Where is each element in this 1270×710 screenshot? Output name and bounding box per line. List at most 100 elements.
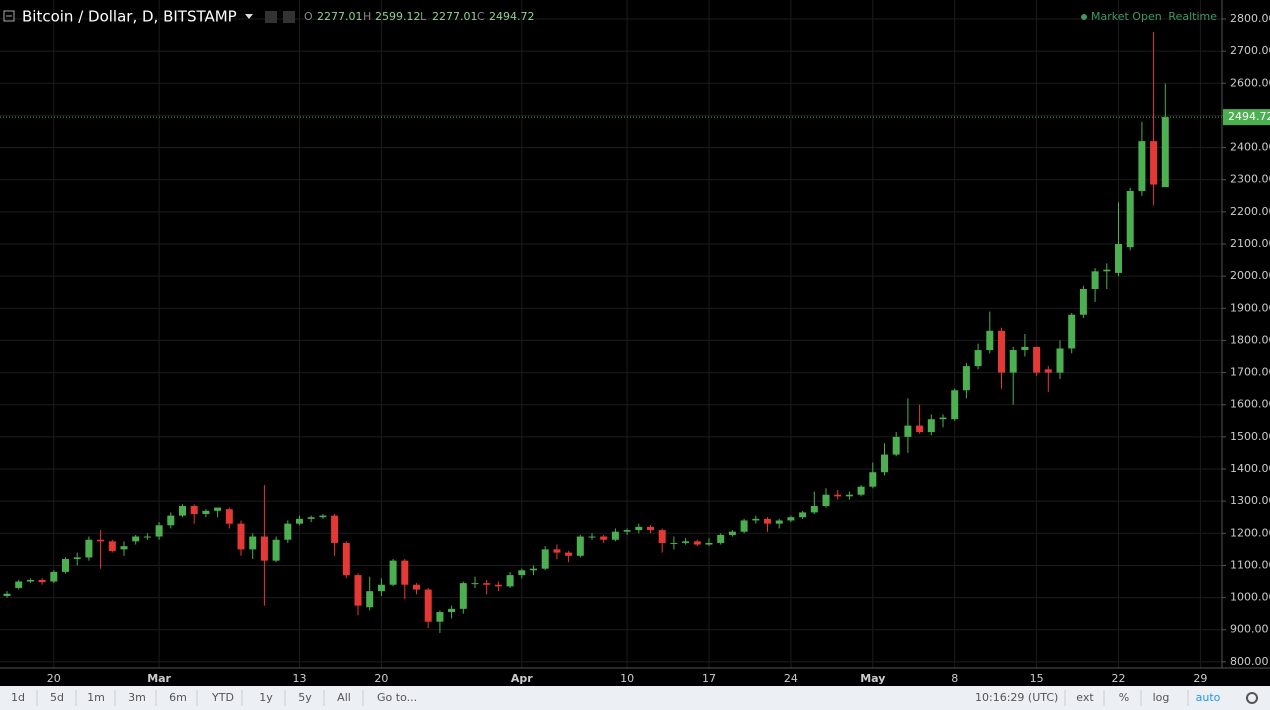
feed-status: Realtime bbox=[1168, 10, 1217, 23]
range-button[interactable]: 1y bbox=[259, 691, 273, 704]
candle-body bbox=[951, 390, 959, 420]
candle-body bbox=[530, 568, 537, 571]
x-tick-label: 24 bbox=[784, 672, 798, 685]
plot bbox=[0, 31, 1222, 633]
candle-body bbox=[342, 542, 350, 576]
scale-option[interactable]: log bbox=[1153, 691, 1170, 704]
candle-body bbox=[284, 523, 292, 540]
candle-body bbox=[167, 515, 175, 526]
ohlc-value: 2277.01 bbox=[317, 10, 363, 23]
settings-icon[interactable] bbox=[265, 11, 277, 23]
candle-body bbox=[296, 518, 303, 524]
candle-body bbox=[272, 539, 280, 561]
candle-body bbox=[799, 512, 807, 518]
candle-body bbox=[998, 330, 1005, 373]
candle-body bbox=[1138, 141, 1146, 191]
x-tick-label: 17 bbox=[702, 672, 716, 685]
collapse-icon[interactable] bbox=[3, 10, 15, 22]
candle-body bbox=[1056, 348, 1064, 373]
candle-body bbox=[225, 509, 233, 524]
candle-body bbox=[635, 526, 643, 531]
candle-body bbox=[1126, 190, 1134, 248]
y-tick-label: 2200.00 bbox=[1230, 205, 1270, 218]
y-tick-label: 1600.00 bbox=[1230, 398, 1270, 411]
candle-body bbox=[401, 560, 409, 585]
goto-button[interactable]: Go to... bbox=[377, 691, 417, 704]
candle-body bbox=[717, 534, 725, 543]
candle-body bbox=[728, 531, 736, 535]
settings-icon[interactable] bbox=[283, 11, 295, 23]
range-button[interactable]: 5d bbox=[50, 691, 64, 704]
candle-body bbox=[50, 571, 58, 582]
y-tick-label: 1200.00 bbox=[1230, 526, 1270, 539]
range-button[interactable]: 1m bbox=[87, 691, 105, 704]
x-tick-label: Mar bbox=[147, 672, 171, 685]
y-tick-label: 1900.00 bbox=[1230, 301, 1270, 314]
x-tick-label: 20 bbox=[374, 672, 388, 685]
candle-body bbox=[237, 523, 245, 550]
range-button[interactable]: 6m bbox=[169, 691, 187, 704]
candle-body bbox=[424, 589, 432, 622]
candle-body bbox=[764, 518, 771, 524]
candle-body bbox=[1009, 350, 1017, 373]
candle-body bbox=[483, 583, 491, 585]
y-tick-label: 2400.00 bbox=[1230, 141, 1270, 154]
candle-body bbox=[1091, 271, 1099, 289]
x-tick-label: 20 bbox=[47, 672, 61, 685]
candle-body bbox=[904, 425, 912, 437]
candle-body bbox=[705, 542, 713, 545]
candle-body bbox=[881, 454, 888, 473]
y-tick-label: 1300.00 bbox=[1230, 494, 1270, 507]
range-button[interactable]: 5y bbox=[298, 691, 312, 704]
x-tick-label: 13 bbox=[293, 672, 307, 685]
candle-body bbox=[143, 536, 151, 538]
candle-body bbox=[38, 579, 46, 583]
candle-body bbox=[565, 552, 573, 556]
y-tick-label: 1400.00 bbox=[1230, 462, 1270, 475]
candle-body bbox=[670, 542, 678, 544]
candle-body bbox=[576, 536, 584, 556]
candle-body bbox=[810, 505, 818, 513]
candle-body bbox=[73, 557, 81, 560]
range-button[interactable]: YTD bbox=[211, 691, 234, 704]
symbol-dropdown[interactable] bbox=[245, 14, 253, 19]
candle-body bbox=[506, 575, 514, 587]
candle-body bbox=[927, 419, 935, 433]
candle-body bbox=[459, 583, 467, 609]
candle-body bbox=[319, 515, 327, 518]
candle-body bbox=[249, 536, 257, 550]
y-tick-label: 2300.00 bbox=[1230, 173, 1270, 186]
candle-body bbox=[693, 541, 701, 545]
y-tick-label: 1800.00 bbox=[1230, 333, 1270, 346]
scale-option[interactable]: % bbox=[1119, 691, 1129, 704]
scale-option[interactable]: ext bbox=[1076, 691, 1094, 704]
candle-body bbox=[986, 330, 994, 351]
range-button[interactable]: 1d bbox=[11, 691, 25, 704]
candle-body bbox=[190, 505, 198, 515]
candle-body bbox=[307, 517, 315, 519]
candle-body bbox=[916, 425, 924, 433]
range-button[interactable]: All bbox=[337, 691, 351, 704]
candle-body bbox=[62, 559, 69, 572]
candle-body bbox=[413, 584, 420, 590]
y-tick-label: 1500.00 bbox=[1230, 430, 1270, 443]
time-axis: 20 Mar 13 20 Apr 10 17 24 May 8 15 22 29 bbox=[47, 672, 1208, 685]
candle-body bbox=[15, 581, 23, 588]
candle-body bbox=[822, 494, 830, 506]
candle-body bbox=[1068, 314, 1076, 349]
candle-body bbox=[1161, 117, 1169, 188]
status-dot bbox=[1081, 14, 1087, 20]
candle-body bbox=[962, 366, 970, 391]
candle-body bbox=[658, 530, 666, 543]
settings-gear[interactable] bbox=[1246, 692, 1258, 704]
candle-body bbox=[97, 539, 105, 542]
clock: 10:16:29 (UTC) bbox=[975, 691, 1058, 704]
y-tick-label: 1700.00 bbox=[1230, 366, 1270, 379]
range-button[interactable]: 3m bbox=[128, 691, 146, 704]
candle-body bbox=[588, 536, 596, 538]
scale-option[interactable]: auto bbox=[1196, 691, 1221, 704]
symbol-title[interactable]: Bitcoin / Dollar, D, BITSTAMP bbox=[22, 8, 237, 26]
market-status: Market Open bbox=[1091, 10, 1162, 23]
